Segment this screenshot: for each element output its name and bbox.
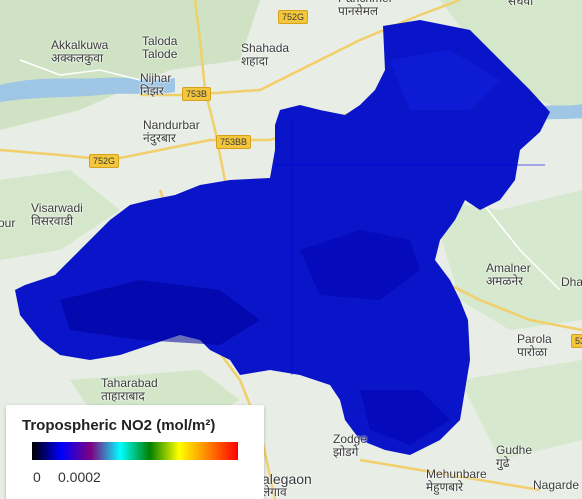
place-name: Nagarde — [533, 478, 580, 492]
legend-color-ramp — [32, 442, 238, 460]
place-label-mehunbare: Mehunbare मेहुणबारे — [426, 468, 487, 494]
place-name-local: अमळनेर — [486, 274, 524, 288]
place-label-amalner: Amalner अमळनेर — [486, 262, 531, 288]
road-shield: 753BB — [216, 135, 252, 149]
river — [0, 77, 175, 102]
place-name-local: नंदुरबार — [143, 131, 176, 145]
legend-title: Tropospheric NO2 (mol/m²) — [22, 417, 216, 434]
place-label-shahada: Shahada शहादा — [241, 42, 289, 68]
place-name-local: अक्कलकुवा — [51, 51, 104, 65]
no2-overlay-shade — [390, 50, 500, 110]
legend-max-label: 0.0002 — [58, 469, 101, 485]
place-label-gudhe: Gudhe गुढे — [496, 444, 532, 470]
place-name-local: शहादा — [241, 54, 269, 68]
place-name-local: मेहुणबारे — [426, 480, 464, 494]
place-name: Mehunbare — [426, 467, 487, 481]
forest-area — [0, 170, 120, 260]
place-label-nandurbar: Nandurbar नंदुरबार — [143, 119, 200, 145]
place-name-local: पारोळा — [517, 345, 548, 359]
road-shield: 752G — [278, 10, 309, 24]
place-name: Taloda — [142, 34, 178, 48]
forest-area — [0, 0, 260, 130]
place-name: Nandurbar — [143, 118, 200, 132]
place-label-nijhar: Nijhar निझर — [140, 72, 171, 98]
no2-overlay-region[interactable] — [15, 20, 550, 455]
place-name: Nijhar — [140, 71, 172, 85]
place-name: Dha — [561, 275, 582, 289]
place-name: Panchmel — [338, 0, 391, 5]
road-shield: 53 — [571, 334, 582, 348]
no2-overlay-shade — [60, 280, 260, 345]
place-label-parola: Parola पारोळा — [517, 333, 552, 359]
place-name-local: विसरवाडी — [31, 214, 74, 228]
road-shield: 752G — [89, 154, 120, 168]
place-name: Visarwadi — [31, 201, 83, 215]
place-label-our: our — [0, 217, 15, 230]
place-label-sendhwa: सेंधवा — [508, 0, 533, 8]
place-name: Zodge — [333, 432, 368, 446]
place-name-local: झोडगे — [333, 445, 359, 459]
place-label-taloda: Taloda Talode — [142, 35, 177, 61]
place-name: alegaon — [262, 471, 312, 487]
place-label-nagarde: Nagarde — [533, 479, 579, 492]
place-name-local: लेगाव — [262, 485, 287, 499]
forest-area — [460, 360, 582, 460]
legend-min-label: 0 — [33, 469, 41, 485]
place-name: Amalner — [486, 261, 531, 275]
place-label-zodge: Zodge झोडगे — [333, 433, 367, 459]
place-name: Gudhe — [496, 443, 533, 457]
place-name-local: पानसेमल — [338, 4, 379, 18]
place-name-local: निझर — [140, 84, 164, 98]
no2-overlay-shade — [360, 390, 450, 445]
place-label-visarwadi: Visarwadi विसरवाडी — [31, 202, 83, 228]
legend-panel: Tropospheric NO2 (mol/m²) 0 0.0002 — [6, 405, 264, 499]
forest-area — [440, 0, 582, 120]
place-name: Akkalkuwa — [51, 38, 109, 52]
road-line — [19, 59, 141, 81]
road-line — [439, 278, 582, 332]
place-name: our — [0, 216, 16, 230]
place-name-local: ताहाराबाद — [101, 389, 145, 403]
road-line — [479, 199, 561, 291]
place-name-local: गुढे — [496, 456, 510, 470]
no2-overlay-shade — [300, 230, 420, 300]
place-name: Parola — [517, 332, 552, 346]
place-name: Taharabad — [101, 376, 158, 390]
place-name: Shahada — [241, 41, 290, 55]
road-line — [359, 458, 541, 492]
place-name-local: सेंधवा — [508, 0, 534, 8]
place-name-local: Talode — [142, 47, 178, 61]
place-label-akkalkuwa: Akkalkuwa अक्कलकुवा — [51, 39, 108, 65]
road-shield: 753B — [182, 87, 212, 101]
place-label-taharabad: Taharabad ताहाराबाद — [101, 377, 158, 403]
place-label-panchmel: Panchmelपानसेमल — [338, 0, 391, 18]
place-label-malegaon: alegaon लेगाव — [262, 471, 312, 499]
place-label-dha: Dha — [561, 276, 582, 289]
